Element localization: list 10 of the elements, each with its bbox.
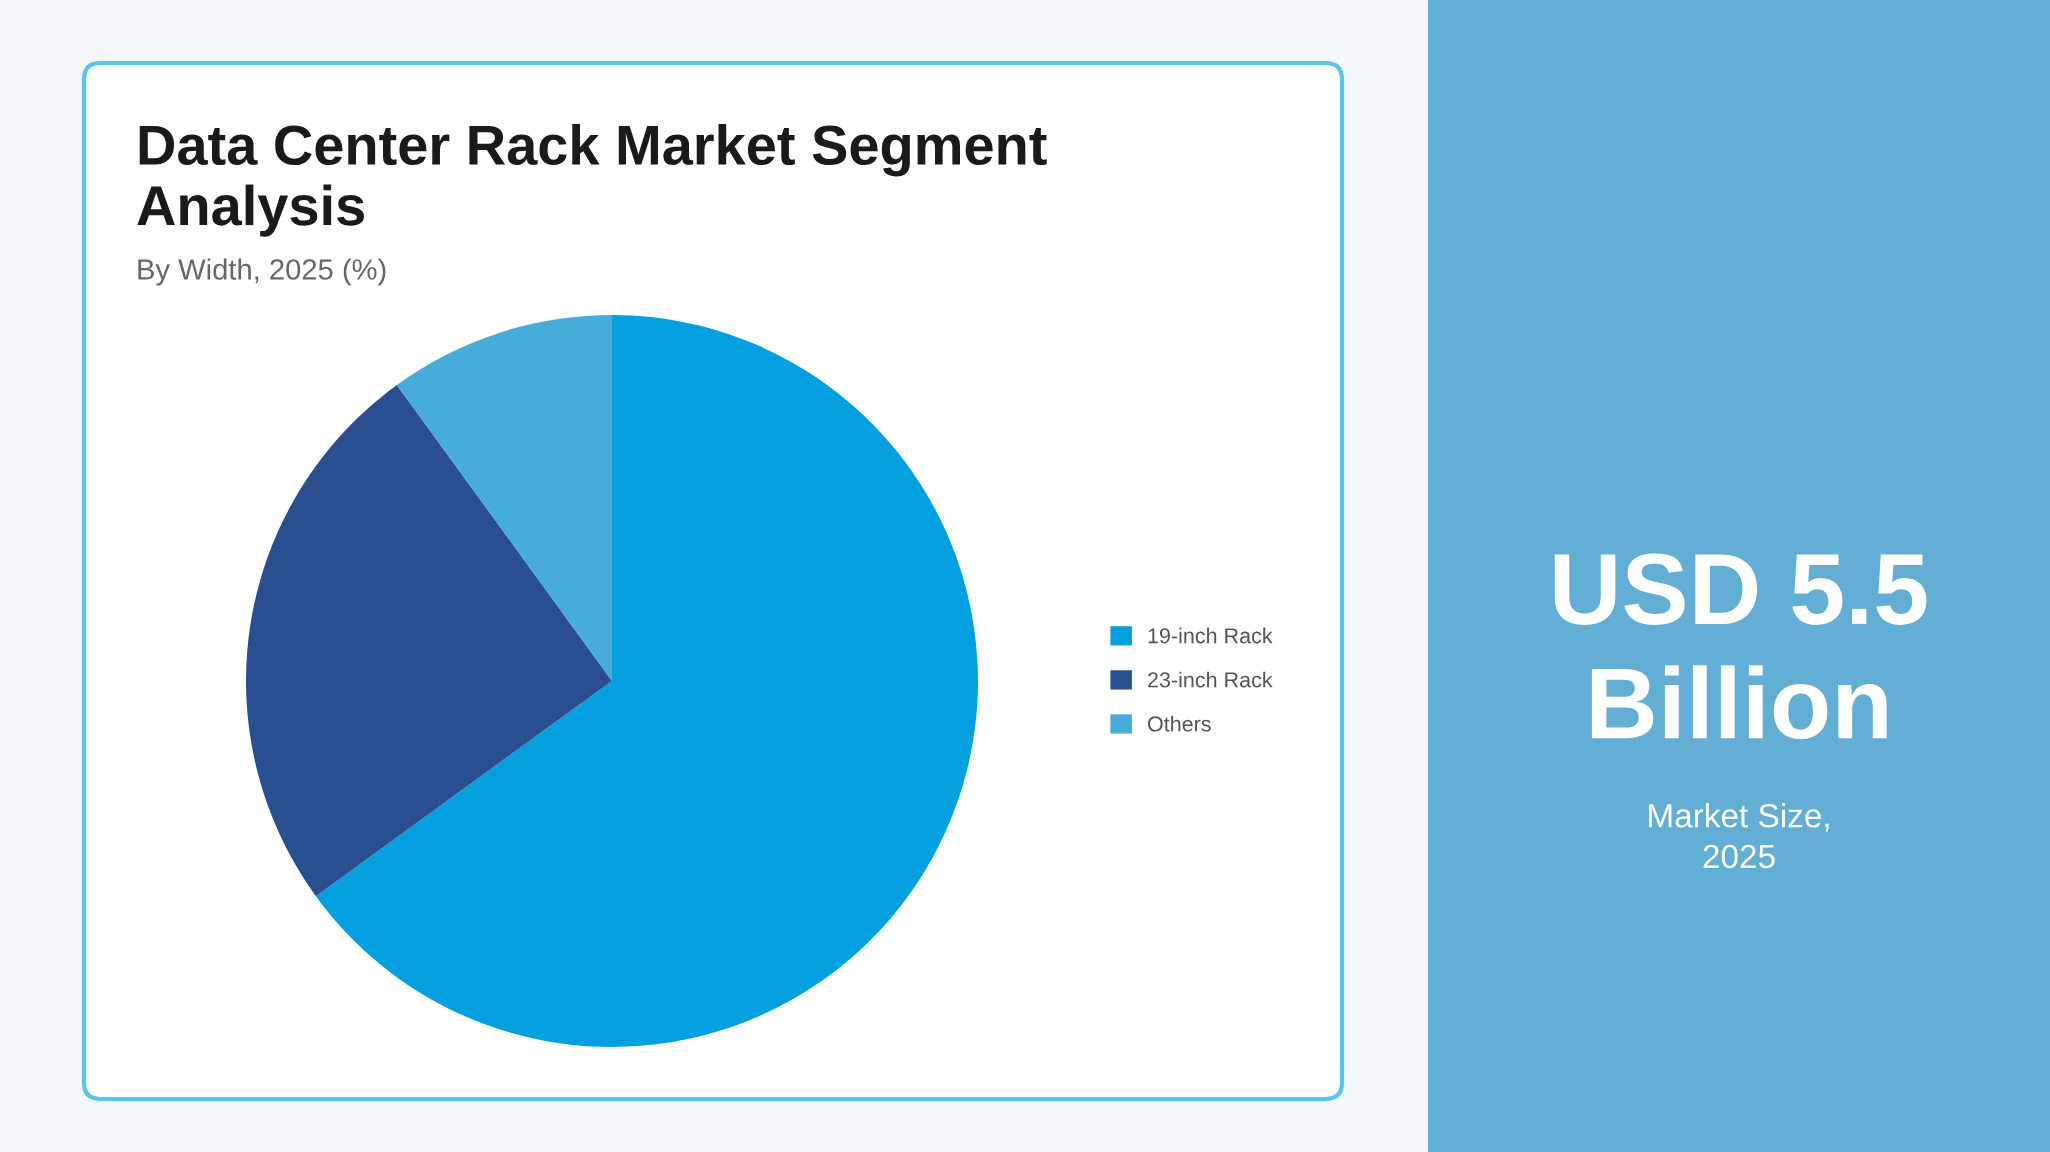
legend-label: 23-inch Rack xyxy=(1148,671,1273,688)
pie-slice xyxy=(246,384,612,897)
legend-label: Others xyxy=(1147,715,1211,732)
chart-subtitle: By Width, 2025 (%) xyxy=(138,258,386,286)
chart-title: Data Center Rack Market Segment Analysis xyxy=(137,124,1047,237)
text: Market Size, 2025 xyxy=(1649,803,1829,869)
pie-slice xyxy=(396,315,612,681)
legend-label: 19-inch Rack xyxy=(1148,627,1273,644)
pie-slice xyxy=(315,315,978,1047)
text: USD 5.5 Billion xyxy=(1554,553,1927,740)
